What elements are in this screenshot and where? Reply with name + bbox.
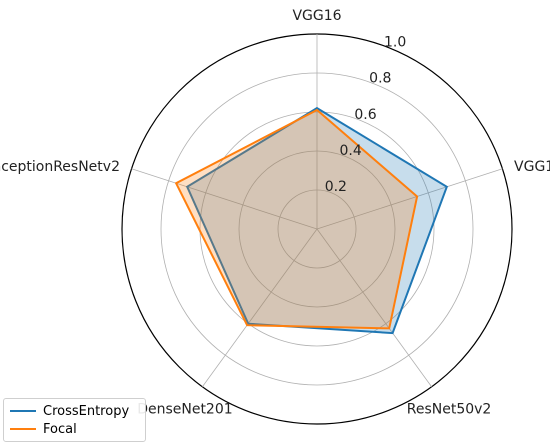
axis-label-resnet50v2: ResNet50v2 xyxy=(407,401,492,417)
axis-label-vgg16: VGG16 xyxy=(292,8,341,24)
axis-label-densenet201: DenseNet201 xyxy=(137,401,232,417)
legend-label-crossentropy: CrossEntropy xyxy=(43,403,130,419)
radial-tick-label-3: 0.8 xyxy=(369,71,391,87)
legend-label-focal: Focal xyxy=(43,421,77,437)
radial-tick-label-2: 0.6 xyxy=(354,107,376,123)
grid-spoke-2 xyxy=(316,228,432,387)
legend-item-focal: Focal xyxy=(10,420,139,438)
legend-swatch-focal xyxy=(10,428,36,430)
series-layer xyxy=(174,106,449,335)
grid-layer xyxy=(121,33,513,425)
label-layer: VGG16 VGG19 ResNet50v2 DenseNet201 Inception… xyxy=(0,8,550,417)
legend-swatch-crossentropy xyxy=(10,410,36,412)
grid-spoke-4 xyxy=(131,168,318,230)
legend: CrossEntropy Focal xyxy=(3,398,146,442)
radial-tick-label-0: 0.2 xyxy=(325,179,347,195)
axis-label-inceptionresnetv2: InceptionResNetv2 xyxy=(0,159,120,175)
grid-spoke-1 xyxy=(316,168,503,230)
legend-item-crossentropy: CrossEntropy xyxy=(10,402,139,420)
radial-tick-label-1: 0.4 xyxy=(340,143,362,159)
series-crossentropy-polygon xyxy=(185,106,449,335)
axis-label-vgg19: VGG19 xyxy=(514,159,550,175)
radial-tick-label-4: 1.0 xyxy=(384,35,406,51)
grid-spoke-3 xyxy=(202,228,318,387)
series-focal-polygon xyxy=(174,108,419,330)
